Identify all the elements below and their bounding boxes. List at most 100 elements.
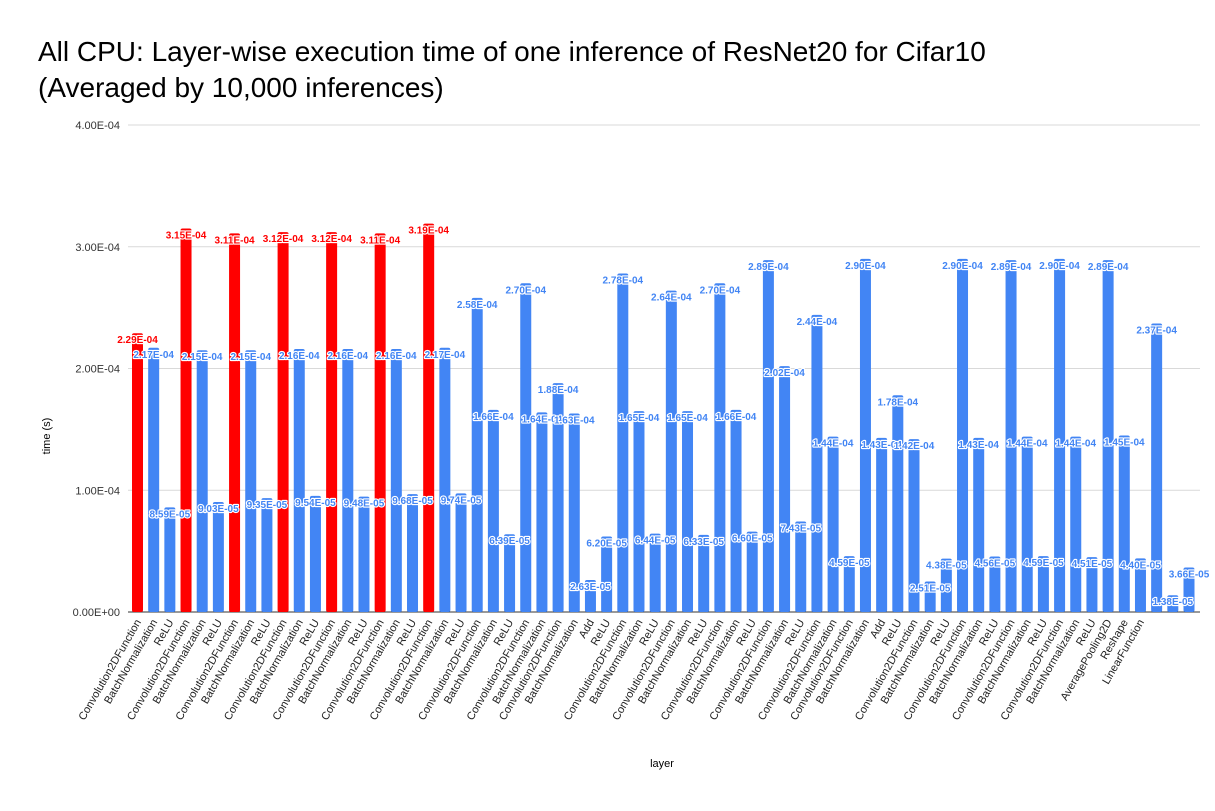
bar bbox=[779, 366, 791, 612]
bar bbox=[714, 283, 726, 612]
data-label: 1.78E-04 bbox=[878, 397, 919, 408]
bar bbox=[293, 349, 305, 612]
bar bbox=[1167, 595, 1179, 612]
bar bbox=[876, 437, 888, 612]
bar bbox=[455, 493, 467, 612]
data-label: 1.65E-04 bbox=[667, 413, 708, 424]
data-label: 2.16E-04 bbox=[279, 351, 320, 362]
chart-title: All CPU: Layer-wise execution time of on… bbox=[38, 34, 1188, 106]
data-label: 1.38E-05 bbox=[1153, 597, 1194, 608]
bar bbox=[730, 409, 742, 612]
data-label: 9.74E-05 bbox=[441, 495, 482, 506]
data-label: 6.20E-05 bbox=[586, 539, 627, 550]
bar bbox=[504, 534, 516, 612]
data-label: 3.15E-04 bbox=[166, 230, 207, 241]
bar bbox=[439, 347, 451, 612]
data-label: 2.02E-04 bbox=[764, 368, 805, 379]
bar bbox=[843, 556, 855, 612]
x-axis-label: layer bbox=[650, 758, 674, 770]
bar bbox=[601, 536, 613, 612]
bar bbox=[973, 437, 985, 612]
data-label: 3.12E-04 bbox=[263, 234, 304, 245]
bar bbox=[358, 496, 370, 612]
bar bbox=[1086, 557, 1098, 612]
data-label: 2.90E-04 bbox=[845, 261, 886, 272]
bar bbox=[196, 350, 208, 612]
bar bbox=[908, 439, 920, 612]
bars bbox=[132, 223, 1195, 613]
data-label: 2.70E-04 bbox=[700, 285, 741, 296]
data-label: 2.90E-04 bbox=[1039, 261, 1080, 272]
bar bbox=[811, 314, 823, 612]
data-label: 9.68E-05 bbox=[392, 496, 433, 507]
data-label: 9.03E-05 bbox=[198, 504, 239, 515]
bar bbox=[390, 349, 402, 612]
y-tick-label: 4.00E-04 bbox=[75, 120, 120, 132]
data-label: 2.15E-04 bbox=[182, 352, 223, 363]
data-label: 2.16E-04 bbox=[328, 351, 369, 362]
data-label: 1.63E-04 bbox=[554, 416, 595, 427]
data-label: 2.17E-04 bbox=[133, 350, 174, 361]
chart-title-line1: All CPU: Layer-wise execution time of on… bbox=[38, 36, 986, 67]
bar bbox=[795, 521, 807, 612]
bar bbox=[698, 534, 710, 612]
data-label: 1.65E-04 bbox=[619, 413, 660, 424]
data-label: 9.54E-05 bbox=[295, 498, 336, 509]
bar bbox=[665, 290, 677, 612]
data-label: 1.44E-04 bbox=[1055, 439, 1096, 450]
bar bbox=[989, 556, 1001, 612]
data-label: 2.16E-04 bbox=[376, 351, 417, 362]
bar bbox=[245, 350, 257, 612]
bar bbox=[1037, 556, 1049, 612]
data-label: 1.43E-04 bbox=[861, 440, 902, 451]
bar bbox=[487, 409, 499, 612]
data-label: 2.44E-04 bbox=[797, 317, 838, 328]
bar bbox=[261, 498, 273, 612]
bar bbox=[584, 579, 596, 612]
data-label: 2.37E-04 bbox=[1136, 325, 1177, 336]
bar bbox=[940, 558, 952, 612]
y-axis-label: time (s) bbox=[41, 418, 53, 455]
data-label: 2.90E-04 bbox=[942, 261, 983, 272]
data-label: 2.51E-05 bbox=[910, 583, 951, 594]
data-label: 4.40E-05 bbox=[1120, 560, 1161, 571]
data-label: 2.89E-04 bbox=[748, 262, 789, 273]
gridlines bbox=[128, 124, 1200, 613]
data-label: 3.12E-04 bbox=[311, 234, 352, 245]
data-label: 4.38E-05 bbox=[926, 561, 967, 572]
y-tick-label: 2.00E-04 bbox=[75, 364, 120, 376]
bar bbox=[762, 260, 774, 612]
bar bbox=[309, 495, 321, 612]
data-label: 4.59E-05 bbox=[1023, 558, 1064, 569]
data-label: 4.51E-05 bbox=[1072, 559, 1113, 570]
bar bbox=[374, 233, 386, 613]
data-label: 1.43E-04 bbox=[958, 440, 999, 451]
bar bbox=[536, 412, 548, 612]
bar bbox=[827, 436, 839, 612]
bar bbox=[859, 258, 871, 612]
bar bbox=[164, 507, 176, 612]
data-label: 1.66E-04 bbox=[716, 412, 757, 423]
bar bbox=[212, 502, 224, 612]
y-axis-ticks: 0.00E+00 1.00E-04 2.00E-04 3.00E-04 4.00E-04 bbox=[73, 120, 120, 619]
bar bbox=[1118, 435, 1130, 612]
data-label: 1.64E-04 bbox=[522, 414, 563, 425]
bar bbox=[229, 233, 241, 613]
bar bbox=[1183, 567, 1195, 612]
data-label: 6.60E-05 bbox=[732, 534, 773, 545]
y-tick-label: 3.00E-04 bbox=[75, 242, 120, 254]
bar bbox=[568, 413, 580, 612]
bar bbox=[132, 333, 143, 612]
data-label: 1.88E-04 bbox=[538, 385, 579, 396]
bar bbox=[342, 349, 354, 612]
bar bbox=[924, 581, 936, 612]
bar bbox=[552, 383, 564, 612]
data-label: 6.33E-05 bbox=[683, 537, 724, 548]
bar bbox=[649, 533, 661, 612]
data-labels: 2.29E-04 2.17E-04 8.59E-05 3.15E-04 2.15E-04… bbox=[116, 225, 1211, 610]
y-tick-label: 1.00E-04 bbox=[75, 485, 120, 497]
y-tick-label: 0.00E+00 bbox=[73, 607, 120, 619]
data-label: 3.11E-04 bbox=[360, 235, 400, 246]
bar bbox=[1005, 260, 1017, 612]
